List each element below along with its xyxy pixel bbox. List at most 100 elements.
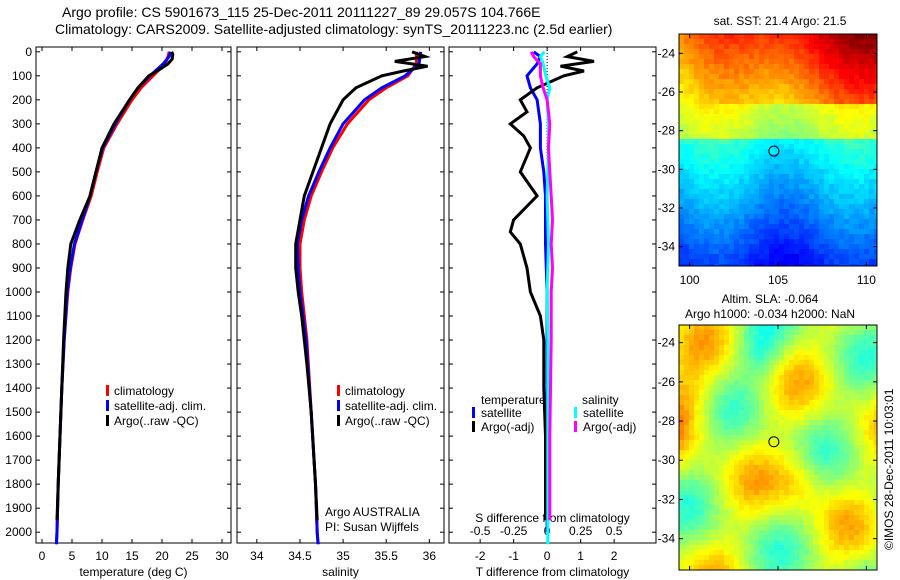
map-cell xyxy=(764,94,769,99)
map-cell xyxy=(864,114,869,119)
map-cell xyxy=(679,355,684,360)
map-cell xyxy=(704,535,709,540)
map-cell xyxy=(774,94,779,99)
map-cell xyxy=(794,560,799,565)
map-cell xyxy=(799,465,804,470)
map-cell xyxy=(834,39,839,44)
map-cell xyxy=(769,129,774,134)
map-cell xyxy=(789,219,794,224)
map-cell xyxy=(799,124,804,129)
map-cell xyxy=(839,264,844,266)
map-cell xyxy=(739,129,744,134)
map-cell xyxy=(869,560,874,565)
map-cell xyxy=(744,259,749,264)
map-cell xyxy=(869,114,874,119)
map-cell xyxy=(834,94,839,99)
map-cell xyxy=(839,79,844,84)
map-cell xyxy=(679,400,684,405)
map-cell xyxy=(769,44,774,49)
map-cell xyxy=(784,134,789,139)
map-cell xyxy=(714,475,719,480)
map-cell xyxy=(734,239,739,244)
map-cell xyxy=(699,49,704,54)
map-cell xyxy=(679,109,684,114)
map-cell xyxy=(789,189,794,194)
map-cell xyxy=(749,515,754,520)
map-cell xyxy=(874,545,877,550)
map-cell xyxy=(774,455,779,460)
map-cell xyxy=(834,144,839,149)
map-cell xyxy=(834,104,839,109)
map-cell xyxy=(704,104,709,109)
map-cell xyxy=(734,224,739,229)
map-cell xyxy=(739,420,744,425)
map-cell xyxy=(714,520,719,525)
map-cell xyxy=(824,425,829,430)
map-cell xyxy=(774,400,779,405)
map-cell xyxy=(834,199,839,204)
map-cell xyxy=(859,565,864,570)
map-cell xyxy=(754,254,759,259)
map-cell xyxy=(759,490,764,495)
map-cell xyxy=(734,149,739,154)
map-cell xyxy=(709,239,714,244)
map-cell xyxy=(689,365,694,370)
map-cell xyxy=(704,169,709,174)
map-cell xyxy=(849,79,854,84)
map-cell xyxy=(849,134,854,139)
map-cell xyxy=(694,335,699,340)
map-cell xyxy=(839,490,844,495)
map-cell xyxy=(744,355,749,360)
map-cell xyxy=(844,370,849,375)
map-cell xyxy=(804,199,809,204)
map-cell xyxy=(784,39,789,44)
map-cell xyxy=(814,69,819,74)
map-cell xyxy=(849,370,854,375)
map-cell xyxy=(799,550,804,555)
map-cell xyxy=(764,510,769,515)
map-cell xyxy=(734,139,739,144)
map-cell xyxy=(749,355,754,360)
map-cell xyxy=(694,455,699,460)
map-cell xyxy=(834,530,839,535)
map-cell xyxy=(819,44,824,49)
map-cell xyxy=(729,375,734,380)
map-cell xyxy=(829,540,834,545)
map-cell xyxy=(794,34,799,39)
map-cell xyxy=(719,49,724,54)
map-cell xyxy=(814,545,819,550)
map-cell xyxy=(734,164,739,169)
map-cell xyxy=(689,460,694,465)
map-cell xyxy=(774,134,779,139)
map-cell xyxy=(849,99,854,104)
map-cell xyxy=(744,244,749,249)
map-cell xyxy=(699,340,704,345)
map-cell xyxy=(764,350,769,355)
map-cell xyxy=(684,49,689,54)
map-cell xyxy=(864,94,869,99)
map-cell xyxy=(869,159,874,164)
map-cell xyxy=(779,239,784,244)
map-cell xyxy=(839,435,844,440)
map-cell xyxy=(734,44,739,49)
map-cell xyxy=(854,149,859,154)
map-cell xyxy=(869,555,874,560)
map-cell xyxy=(759,365,764,370)
map-cell xyxy=(799,239,804,244)
map-cell xyxy=(774,184,779,189)
map-cell xyxy=(874,335,877,340)
map-cell xyxy=(779,194,784,199)
map-cell xyxy=(679,495,684,500)
map-cell xyxy=(714,400,719,405)
y-tick-label: 1400 xyxy=(5,381,32,395)
map-cell xyxy=(714,365,719,370)
map-cell xyxy=(789,335,794,340)
map-cell xyxy=(834,109,839,114)
map-cell xyxy=(754,139,759,144)
map-cell xyxy=(804,560,809,565)
map-cell xyxy=(829,159,834,164)
map-cell xyxy=(799,470,804,475)
map-cell xyxy=(839,450,844,455)
map-cell xyxy=(789,119,794,124)
